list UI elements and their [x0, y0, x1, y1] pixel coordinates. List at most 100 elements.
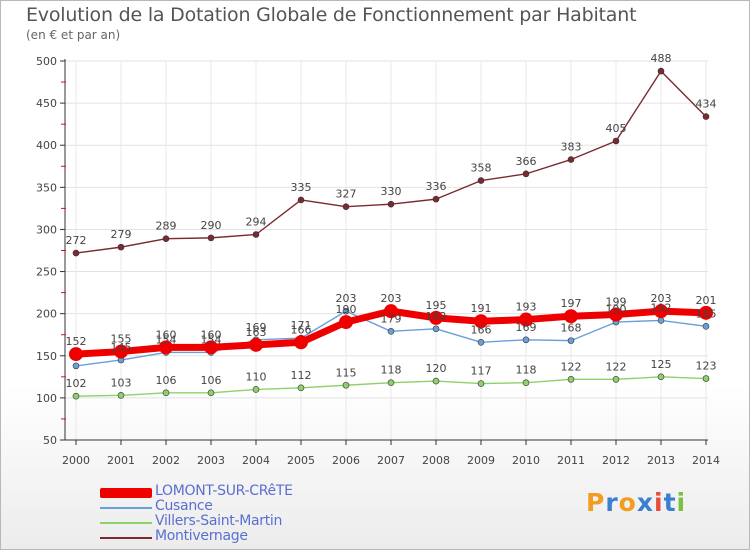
data-point-cusance	[522, 336, 530, 344]
data-point-villers-saint-martin	[252, 386, 260, 393]
data-label-lomont-sur-cr-te: 203	[651, 292, 672, 305]
data-label-montivernage: 272	[66, 234, 87, 247]
data-point-cusance	[567, 337, 575, 344]
x-tick-label: 2013	[647, 454, 675, 467]
data-label-villers-saint-martin: 125	[651, 358, 672, 371]
y-tick-label: 100	[36, 392, 57, 405]
data-label-villers-saint-martin: 106	[201, 374, 222, 387]
data-label-montivernage: 327	[336, 188, 357, 201]
data-label-cusance: 166	[471, 323, 492, 336]
x-tick-label: 2009	[467, 454, 495, 467]
y-tick-label: 350	[36, 181, 57, 194]
data-label-lomont-sur-cr-te: 201	[696, 294, 717, 307]
data-point-montivernage	[522, 170, 530, 178]
data-label-montivernage: 289	[156, 220, 177, 233]
logo-letter: x	[636, 488, 654, 517]
data-point-lomont-sur-cr-te	[204, 340, 218, 355]
data-label-montivernage: 434	[696, 98, 717, 111]
data-point-villers-saint-martin	[297, 384, 305, 392]
data-point-lomont-sur-cr-te	[474, 314, 488, 329]
y-tick-label: 500	[36, 55, 57, 68]
data-point-villers-saint-martin	[162, 389, 170, 397]
x-tick-label: 2005	[287, 454, 315, 467]
legend-label-lomont-sur-cr-te: LOMONT-SUR-CRêTE	[155, 483, 293, 499]
legend-label-cusance: Cusance	[155, 498, 213, 514]
data-point-montivernage	[297, 196, 305, 204]
legend-label-montivernage: Montivernage	[155, 528, 248, 544]
data-point-montivernage	[117, 243, 125, 251]
y-tick-label: 400	[36, 139, 57, 152]
proxiti-logo: Proxiti	[586, 488, 686, 517]
data-label-villers-saint-martin: 103	[111, 376, 132, 389]
data-label-lomont-sur-cr-te: 193	[516, 301, 537, 314]
data-label-montivernage: 294	[246, 215, 267, 228]
data-label-villers-saint-martin: 118	[381, 364, 402, 377]
logo-letter: i	[654, 488, 664, 517]
data-point-montivernage	[432, 195, 440, 203]
logo-letter: i	[676, 488, 687, 517]
data-point-lomont-sur-cr-te	[609, 307, 623, 322]
data-label-lomont-sur-cr-te: 190	[336, 303, 357, 316]
data-label-cusance: 203	[336, 292, 357, 305]
data-label-lomont-sur-cr-te: 199	[606, 296, 627, 309]
data-point-cusance	[477, 339, 485, 346]
data-label-montivernage: 383	[561, 141, 582, 154]
data-label-montivernage: 488	[651, 52, 672, 65]
y-tick-label: 150	[36, 350, 57, 363]
data-point-villers-saint-martin	[207, 389, 215, 397]
data-label-cusance: 154	[156, 333, 177, 346]
data-point-villers-saint-martin	[567, 376, 575, 383]
data-label-montivernage: 405	[606, 122, 627, 135]
data-point-villers-saint-martin	[117, 392, 125, 399]
data-label-lomont-sur-cr-te: 152	[66, 335, 87, 348]
data-label-montivernage: 358	[471, 162, 492, 175]
data-point-lomont-sur-cr-te	[69, 347, 83, 362]
data-point-lomont-sur-cr-te	[339, 315, 353, 330]
x-tick-label: 2006	[332, 454, 360, 467]
data-point-cusance	[702, 322, 710, 330]
y-tick-label: 200	[36, 308, 57, 321]
data-point-montivernage	[477, 177, 485, 184]
legend-swatch-cusance	[100, 507, 152, 509]
data-label-villers-saint-martin: 122	[561, 360, 582, 373]
data-label-montivernage: 279	[111, 228, 132, 241]
data-point-lomont-sur-cr-te	[384, 304, 398, 319]
data-point-montivernage	[612, 137, 620, 145]
data-point-lomont-sur-cr-te	[429, 310, 443, 325]
data-label-cusance: 185	[696, 307, 717, 320]
data-label-montivernage: 336	[426, 180, 447, 193]
y-tick-label: 250	[36, 266, 57, 279]
x-tick-label: 2010	[512, 454, 540, 467]
data-label-cusance: 169	[246, 321, 267, 334]
data-label-lomont-sur-cr-te: 160	[156, 328, 177, 341]
data-point-montivernage	[72, 249, 80, 257]
data-label-cusance: 154	[201, 333, 222, 346]
legend-label-villers-saint-martin: Villers-Saint-Martin	[155, 513, 283, 529]
data-point-montivernage	[342, 203, 350, 211]
data-point-villers-saint-martin	[522, 379, 530, 387]
data-label-lomont-sur-cr-te: 166	[291, 323, 312, 336]
data-label-villers-saint-martin: 112	[291, 369, 312, 382]
data-point-villers-saint-martin	[612, 376, 620, 383]
data-point-lomont-sur-cr-te	[699, 305, 713, 320]
logo-letter: P	[586, 488, 606, 517]
data-point-lomont-sur-cr-te	[294, 335, 308, 350]
x-tick-label: 2014	[692, 454, 720, 467]
data-label-montivernage: 335	[291, 181, 312, 194]
legend-swatch-montivernage	[100, 537, 152, 539]
data-point-montivernage	[252, 231, 260, 238]
legend-swatch-villers-saint-martin	[100, 522, 152, 524]
logo-letter: r	[605, 488, 619, 517]
data-label-lomont-sur-cr-te: 195	[426, 299, 447, 312]
data-point-lomont-sur-cr-te	[519, 312, 533, 327]
data-label-villers-saint-martin: 106	[156, 374, 177, 387]
data-point-lomont-sur-cr-te	[654, 304, 668, 319]
data-label-cusance: 171	[291, 319, 312, 332]
data-point-villers-saint-martin	[702, 375, 710, 382]
data-label-villers-saint-martin: 117	[471, 365, 492, 378]
data-point-cusance	[657, 317, 665, 324]
data-point-lomont-sur-cr-te	[564, 309, 578, 324]
data-label-lomont-sur-cr-te: 163	[246, 326, 267, 339]
x-tick-label: 2007	[377, 454, 405, 467]
logo-letter: t	[663, 488, 677, 517]
